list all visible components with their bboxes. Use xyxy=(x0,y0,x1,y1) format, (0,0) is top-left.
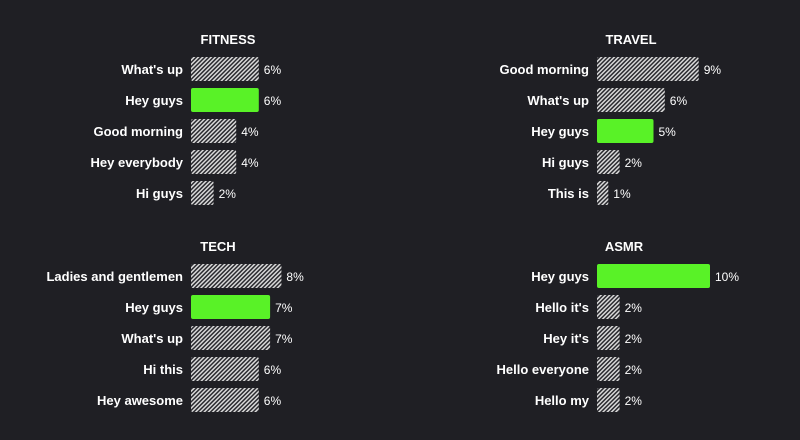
bar-highlighted xyxy=(597,264,710,288)
value-label: 9% xyxy=(704,63,722,77)
value-label: 8% xyxy=(286,270,304,284)
value-label: 6% xyxy=(670,94,688,108)
category-label: Hey awesome xyxy=(97,393,183,408)
chart-panel-fitness: FITNESS What's up 6% Hey guys 6% Good morning… xyxy=(91,32,282,205)
value-label: 5% xyxy=(659,125,677,139)
category-label: This is xyxy=(548,186,589,201)
value-label: 6% xyxy=(264,94,282,108)
bar xyxy=(597,388,620,412)
bar xyxy=(191,388,259,412)
category-label: Hi guys xyxy=(136,186,183,201)
value-label: 2% xyxy=(625,156,643,170)
bar xyxy=(597,181,609,205)
value-label: 1% xyxy=(613,187,631,201)
value-label: 2% xyxy=(625,301,643,315)
category-label: What's up xyxy=(121,331,183,346)
category-label: What's up xyxy=(121,62,183,77)
bar-highlighted xyxy=(597,119,654,143)
value-label: 7% xyxy=(275,332,293,346)
category-label: Hi this xyxy=(143,362,183,377)
category-label: Hello my xyxy=(535,393,590,408)
bar xyxy=(191,357,259,381)
panel-title: ASMR xyxy=(605,239,644,254)
panel-title: FITNESS xyxy=(201,32,256,47)
chart-panel-tech: TECH Ladies and gentlemen 8% Hey guys 7% What… xyxy=(46,239,304,412)
category-label: Hey guys xyxy=(125,93,183,108)
bar xyxy=(597,57,699,81)
chart-panel-asmr: ASMR Hey guys 10% Hello it's 2% Hey it's 2% Hel… xyxy=(497,239,739,412)
category-label: Hello it's xyxy=(535,300,589,315)
bar xyxy=(191,264,282,288)
panel-title: TRAVEL xyxy=(605,32,656,47)
bar-highlighted xyxy=(191,295,271,319)
chart-panel-travel: TRAVEL Good morning 9% What's up 6% Hey guys 5… xyxy=(499,32,721,205)
bar xyxy=(597,357,620,381)
value-label: 7% xyxy=(275,301,293,315)
value-label: 2% xyxy=(625,363,643,377)
category-label: Hey guys xyxy=(531,269,589,284)
category-label: What's up xyxy=(527,93,589,108)
value-label: 2% xyxy=(219,187,237,201)
category-label: Ladies and gentlemen xyxy=(46,269,183,284)
value-label: 10% xyxy=(715,270,739,284)
category-label: Hi guys xyxy=(542,155,589,170)
category-label: Good morning xyxy=(93,124,183,139)
category-label: Hey it's xyxy=(543,331,589,346)
category-label: Good morning xyxy=(499,62,589,77)
value-label: 2% xyxy=(625,394,643,408)
value-label: 6% xyxy=(264,63,282,77)
bar-highlighted xyxy=(191,88,259,112)
bar xyxy=(191,326,271,350)
bar xyxy=(597,150,620,174)
category-label: Hello everyone xyxy=(497,362,590,377)
value-label: 6% xyxy=(264,363,282,377)
bar xyxy=(597,295,620,319)
value-label: 4% xyxy=(241,125,259,139)
bar xyxy=(191,181,214,205)
category-label: Hey everybody xyxy=(91,155,184,170)
bar xyxy=(597,326,620,350)
value-label: 4% xyxy=(241,156,259,170)
category-label: Hey guys xyxy=(531,124,589,139)
bar xyxy=(597,88,665,112)
value-label: 6% xyxy=(264,394,282,408)
bar xyxy=(191,57,259,81)
panel-title: TECH xyxy=(200,239,235,254)
value-label: 2% xyxy=(625,332,643,346)
bar xyxy=(191,150,237,174)
bar xyxy=(191,119,237,143)
category-label: Hey guys xyxy=(125,300,183,315)
